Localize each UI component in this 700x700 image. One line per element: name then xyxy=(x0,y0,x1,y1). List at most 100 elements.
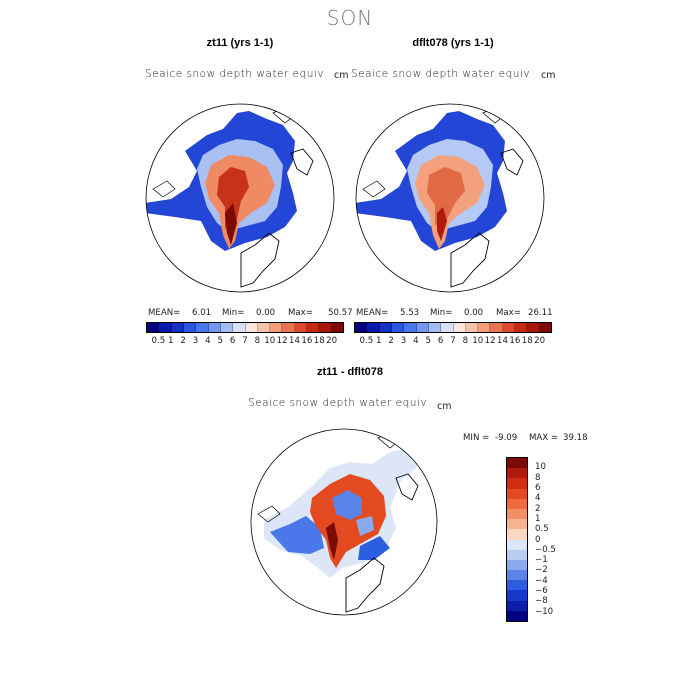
panel1-colorbar-tick-label: 10 xyxy=(264,336,276,346)
panel2-min-label: Min= xyxy=(430,308,453,318)
panel1-colorbar-tick-label: 5 xyxy=(217,336,223,346)
panel1-field-label: Seaice snow depth water equiv xyxy=(145,68,325,80)
panel2-colorbar-tick-label: 18 xyxy=(521,336,533,346)
panel1-colorbar-tick-label: 16 xyxy=(301,336,313,346)
panel1-mean-value: 6.01 xyxy=(192,308,212,318)
panel1-colorbar-swatch xyxy=(319,323,332,332)
panel2-colorbar-tick-label: 3 xyxy=(400,336,407,346)
panel1-colorbar-swatch xyxy=(233,323,246,332)
diff-min-label: MIN = xyxy=(463,433,490,443)
diff-colorbar-swatch xyxy=(507,478,527,489)
panel2-colorbar-swatch xyxy=(367,323,380,332)
panel1-colorbar-swatch xyxy=(270,323,283,332)
panel1-colorbar-swatch xyxy=(183,323,197,332)
panel2-colorbar-tick-label: 8 xyxy=(462,336,469,346)
diff-colorbar-tick-label: 2 xyxy=(535,503,541,514)
diff-colorbar-swatch xyxy=(507,468,527,479)
panel1-colorbar-swatch xyxy=(208,323,221,332)
diff-colorbar-tick-label: −6 xyxy=(535,586,548,597)
panel2-colorbar-tick-label: 5 xyxy=(425,336,431,346)
diff-colorbar-tick-label: −1 xyxy=(535,555,548,566)
diff-colorbar-swatch xyxy=(507,498,527,509)
diff-colorbar-tick-label: 4 xyxy=(535,493,541,504)
panel1-colorbar-tick-label: 8 xyxy=(254,336,261,346)
panel2-colorbar-swatch xyxy=(441,323,454,332)
diff-colorbar-swatch xyxy=(507,549,527,560)
diff-colorbar-tick-label: 1 xyxy=(535,513,541,524)
diff-colorbar-swatch xyxy=(507,600,527,611)
diff-colorbar-tick-label: 10 xyxy=(535,462,546,473)
diff-colorbar-tick-label: 6 xyxy=(535,482,541,493)
diff-unit: cm xyxy=(437,401,452,412)
diff-colorbar-tick-label: −10 xyxy=(535,606,554,617)
panel2-colorbar-swatch xyxy=(490,323,503,332)
panel2-colorbar-tick-label: 0.5 xyxy=(359,336,374,346)
panel1-colorbar-swatch xyxy=(282,323,295,332)
panel1-colorbar-tick-label: 6 xyxy=(229,336,236,346)
diff-colorbar-tick-label: −8 xyxy=(535,596,548,607)
diff-colorbar-swatch xyxy=(507,458,527,469)
panel2-mean-label: MEAN= xyxy=(356,308,389,318)
diff-field-label: Seaice snow depth water equiv xyxy=(248,397,428,409)
panel2-polar-map xyxy=(355,103,545,293)
panel2-colorbar-swatch xyxy=(428,323,442,332)
diff-colorbar-swatch xyxy=(507,590,527,601)
panel1-title: zt11 (yrs 1-1) xyxy=(206,37,274,49)
season-title: SON xyxy=(326,6,374,30)
diff-blue-core xyxy=(332,490,362,520)
panel2-mean-value: 5.53 xyxy=(400,308,420,318)
panel1-colorbar-tick-label: 7 xyxy=(242,336,248,346)
panel2-colorbar-tick-label: 12 xyxy=(484,336,496,346)
panel2-colorbar-tick-label: 20 xyxy=(534,336,546,346)
panel1-min-label: Min= xyxy=(222,308,245,318)
panel1-colorbar-ticks: 0.5 1 2 3 4 5 6 7 8 10 12 14 16 18 20 xyxy=(146,336,344,348)
panel1-colorbar-tick-label: 14 xyxy=(289,336,300,346)
panel2-max-label: Max= xyxy=(496,308,521,318)
diff-colorbar-swatch xyxy=(507,570,527,581)
panel1-colorbar-swatch xyxy=(220,323,234,332)
diff-stats: MIN = -9.09 MAX = 39.18 xyxy=(463,433,603,445)
panel2-colorbar-swatch xyxy=(515,323,528,332)
panel1-colorbar-tick-label: 3 xyxy=(192,336,199,346)
panel1-colorbar-tick-label: 0.5 xyxy=(151,336,166,346)
panel1-max-label: Max= xyxy=(288,308,313,318)
diff-colorbar-swatch xyxy=(507,580,527,591)
panel1-colorbar-swatch xyxy=(147,323,160,332)
diff-colorbar-tick-label: −4 xyxy=(535,575,548,586)
panel1-colorbar-tick-label: 18 xyxy=(313,336,325,346)
diff-polar-map xyxy=(250,428,438,616)
panel1-colorbar-swatch xyxy=(196,323,209,332)
panel2-colorbar-swatch xyxy=(465,323,479,332)
panel2-colorbar-swatch xyxy=(539,323,551,332)
panel2-colorbar-tick-label: 10 xyxy=(472,336,484,346)
diff-colorbar-tick-label: 8 xyxy=(535,472,541,483)
diff-red-core xyxy=(310,474,386,568)
panel1-colorbar-swatch xyxy=(294,323,308,332)
panel1-min-value: 0.00 xyxy=(256,308,276,318)
panel1-colorbar-swatch xyxy=(171,323,184,332)
diff-colorbar-swatch xyxy=(507,488,527,499)
diff-colorbar-tick-label: 0 xyxy=(535,534,541,545)
panel2-colorbar-ticks: 0.5 1 2 3 4 5 6 7 8 10 12 14 16 18 20 xyxy=(354,336,552,348)
diff-max-value: 39.18 xyxy=(563,433,588,443)
panel2-colorbar-swatch xyxy=(527,323,540,332)
panel1-colorbar-swatch xyxy=(257,323,271,332)
panel1-mean-label: MEAN= xyxy=(148,308,181,318)
panel2-colorbar-swatch xyxy=(355,323,368,332)
panel2-colorbar-swatch xyxy=(453,323,466,332)
panel1-colorbar xyxy=(146,322,344,333)
panel2-colorbar-swatch xyxy=(391,323,405,332)
diff-colorbar-swatch xyxy=(507,559,527,571)
panel2-title: dflt078 (yrs 1-1) xyxy=(412,37,494,49)
diff-colorbar-swatch xyxy=(507,519,527,530)
panel1-colorbar-swatch xyxy=(245,323,258,332)
diff-colorbar-swatch xyxy=(507,508,527,520)
panel1-snow-core-dark xyxy=(217,167,249,237)
diff-colorbar xyxy=(506,457,528,622)
panel2-snow-core-dark xyxy=(427,167,465,235)
diff-max-label: MAX = xyxy=(529,433,559,443)
panel2-stats: MEAN= 5.53 Min= 0.00 Max= 26.11 xyxy=(356,308,568,320)
panel1-stats: MEAN= 6.01 Min= 0.00 Max= 50.57 xyxy=(148,308,360,320)
panel1-polar-map xyxy=(145,103,335,293)
panel2-colorbar-tick-label: 1 xyxy=(376,336,382,346)
